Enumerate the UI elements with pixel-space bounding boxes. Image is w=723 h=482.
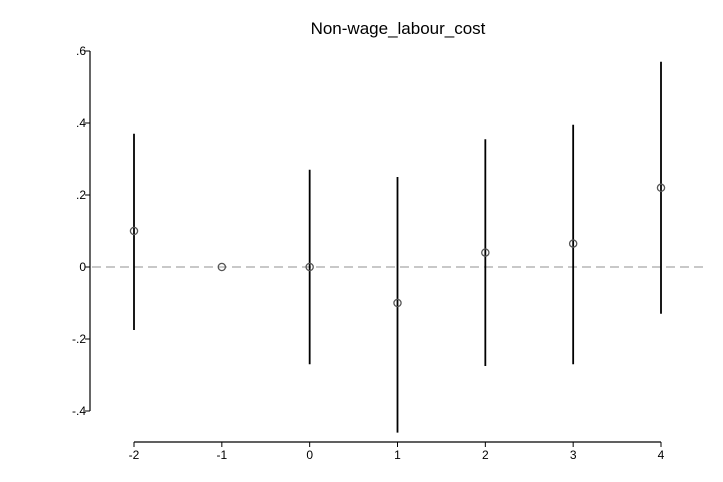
x-tick-label: 2 — [482, 448, 489, 462]
y-tick-label: -.2 — [72, 332, 86, 346]
point-marker — [305, 262, 314, 272]
axes: -.4 -.2 0 .2 .4 .6 -2 -1 0 1 2 3 4 — [72, 44, 665, 462]
x-tick-label: 1 — [394, 448, 401, 462]
point-marker — [129, 226, 139, 236]
point-marker — [217, 262, 227, 272]
point-marker — [568, 239, 578, 248]
point-estimates — [129, 183, 666, 308]
x-tick-label: 3 — [570, 448, 577, 462]
point-marker — [656, 183, 666, 193]
y-tick-label: -.4 — [72, 404, 86, 418]
x-tick-label: -2 — [129, 448, 140, 462]
y-tick-label: .6 — [76, 44, 86, 58]
y-tick-label: .2 — [76, 188, 86, 202]
point-marker — [393, 298, 402, 308]
x-tick-label: 4 — [658, 448, 665, 462]
y-tick-label: 0 — [79, 260, 86, 274]
y-tick-label: .4 — [76, 116, 86, 130]
x-tick-label: -1 — [216, 448, 227, 462]
x-tick-label: 0 — [306, 448, 313, 462]
point-marker — [481, 248, 490, 257]
confidence-intervals — [133, 61, 662, 433]
chart-title: Non-wage_labour_cost — [311, 19, 486, 38]
